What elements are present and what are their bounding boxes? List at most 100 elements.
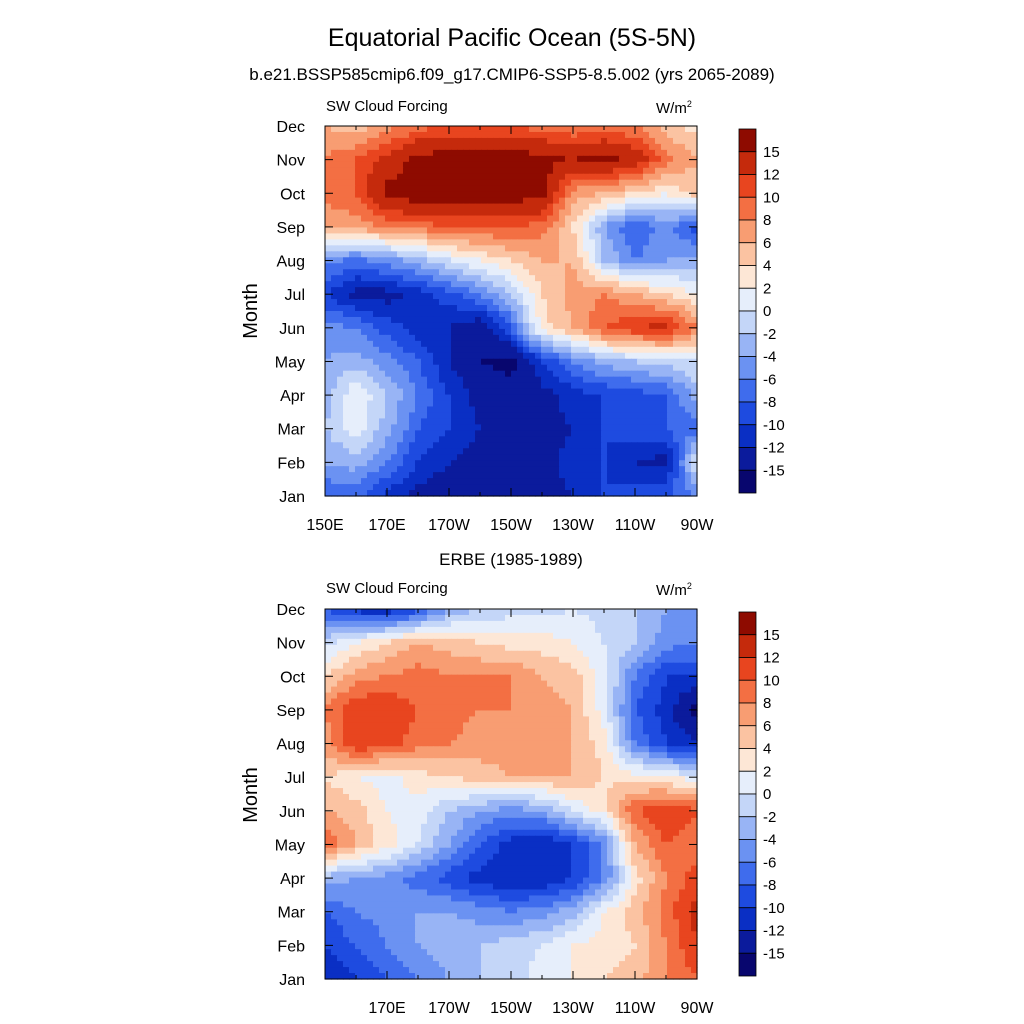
heatmap-cell (607, 352, 614, 360)
heatmap-cell (457, 490, 464, 497)
heatmap-cell (637, 454, 644, 461)
heatmap-cell (487, 328, 494, 336)
heatmap-cell (679, 299, 686, 306)
heatmap-cell (607, 614, 614, 622)
heatmap-cell (337, 245, 344, 252)
heatmap-cell (649, 436, 656, 443)
heatmap-cell (385, 352, 392, 360)
heatmap-cell (367, 155, 374, 163)
heatmap-cell (535, 191, 542, 199)
heatmap-cell (613, 275, 620, 282)
heatmap-cell (511, 209, 518, 217)
heatmap-cell (511, 251, 518, 258)
heatmap-cell (325, 161, 332, 169)
heatmap-cell (613, 334, 620, 342)
heatmap-cell (349, 311, 356, 318)
heatmap-cell (661, 263, 668, 270)
heatmap-cell (325, 316, 332, 324)
heatmap-cell (355, 167, 362, 175)
heatmap-cell (589, 418, 596, 425)
heatmap-cell (661, 215, 668, 223)
heatmap-cell (463, 143, 470, 151)
heatmap-cell (547, 400, 554, 408)
heatmap-cell (619, 179, 626, 187)
heatmap-cell (649, 346, 656, 354)
heatmap-cell (583, 704, 590, 712)
heatmap-cell (523, 609, 530, 616)
heatmap-cell (541, 692, 548, 700)
heatmap-cell (637, 400, 644, 408)
heatmap-cell (415, 149, 422, 157)
heatmap-cell (475, 305, 482, 312)
heatmap-cell (433, 322, 440, 330)
heatmap-cell (541, 299, 548, 306)
heatmap-cell (619, 203, 626, 211)
heatmap-cell (661, 209, 668, 217)
heatmap-cell (577, 448, 584, 455)
heatmap-cell (619, 316, 626, 324)
heatmap-cell (403, 430, 410, 437)
heatmap-cell (385, 376, 392, 384)
heatmap-cell (553, 137, 560, 145)
heatmap-cell (577, 472, 584, 479)
heatmap-cell (391, 626, 398, 634)
heatmap-cell (589, 221, 596, 229)
heatmap-cell (337, 293, 344, 300)
heatmap-cell (397, 316, 404, 324)
heatmap-cell (523, 209, 530, 217)
heatmap-cell (595, 412, 602, 420)
heatmap-cell (451, 614, 458, 622)
heatmap-cell (619, 131, 626, 139)
heatmap-cell (505, 233, 512, 240)
heatmap-cell (673, 484, 680, 491)
heatmap-cell (343, 167, 350, 175)
heatmap-cell (337, 305, 344, 312)
heatmap-cell (535, 430, 542, 437)
heatmap-cell (649, 632, 656, 640)
heatmap-cell (547, 143, 554, 151)
heatmap-cell (469, 251, 476, 258)
heatmap-cell (463, 490, 470, 497)
heatmap-cell (589, 340, 596, 348)
heatmap-cell (565, 149, 572, 157)
heatmap-cell (565, 281, 572, 288)
heatmap-cell (409, 406, 416, 414)
heatmap-cell (367, 251, 374, 258)
heatmap-cell (331, 126, 338, 133)
heatmap-cell (679, 388, 686, 396)
heatmap-cell (325, 704, 332, 712)
heatmap-cell (421, 149, 428, 157)
heatmap-cell (325, 472, 332, 479)
heatmap-cell (667, 131, 674, 139)
heatmap-cell (655, 179, 662, 187)
heatmap-cell (637, 662, 644, 670)
heatmap-cell (643, 299, 650, 306)
heatmap-cell (637, 185, 644, 193)
heatmap-cell (547, 436, 554, 443)
heatmap-cell (433, 257, 440, 264)
heatmap-cell (607, 704, 614, 712)
heatmap-cell (373, 632, 380, 640)
heatmap-cell (325, 370, 332, 378)
heatmap-cell (547, 346, 554, 354)
heatmap-cell (373, 442, 380, 449)
heatmap-cell (445, 436, 452, 443)
heatmap-cell (691, 322, 698, 330)
heatmap-cell (397, 620, 404, 628)
heatmap-cell (349, 620, 356, 628)
heatmap-cell (433, 370, 440, 378)
heatmap-cell (691, 442, 698, 449)
heatmap-cell (565, 131, 572, 139)
heatmap-cell (463, 704, 470, 712)
heatmap-cell (397, 131, 404, 139)
heatmap-cell (559, 436, 566, 443)
heatmap-cell (685, 137, 692, 145)
heatmap-cell (571, 650, 578, 658)
heatmap-cell (661, 430, 668, 437)
heatmap-cell (493, 680, 500, 688)
heatmap-cell (385, 340, 392, 348)
heatmap-cell (445, 644, 452, 652)
heatmap-cell (451, 305, 458, 312)
heatmap-cell (607, 322, 614, 330)
heatmap-cell (391, 143, 398, 151)
